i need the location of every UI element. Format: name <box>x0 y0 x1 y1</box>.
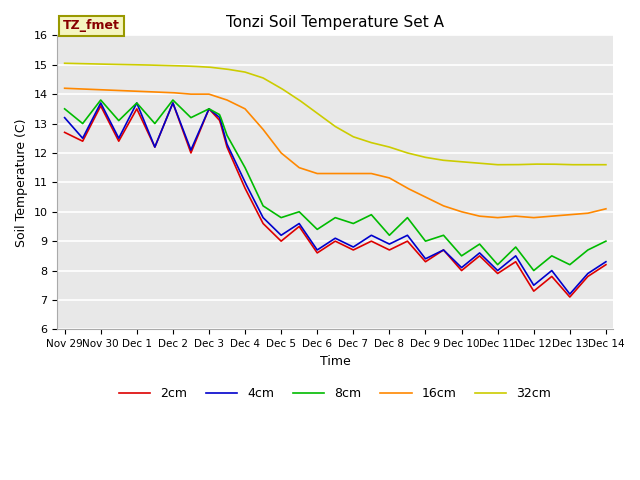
4cm <box>76 132 83 138</box>
8cm <box>388 229 396 235</box>
16cm <box>387 176 395 181</box>
Y-axis label: Soil Temperature (C): Soil Temperature (C) <box>15 118 28 247</box>
16cm <box>602 206 610 212</box>
2cm <box>61 130 68 135</box>
8cm <box>539 260 547 266</box>
2cm <box>371 240 378 245</box>
2cm <box>161 119 169 124</box>
Legend: 2cm, 4cm, 8cm, 16cm, 32cm: 2cm, 4cm, 8cm, 16cm, 32cm <box>114 383 556 406</box>
32cm <box>61 60 68 66</box>
4cm <box>401 234 408 240</box>
8cm <box>61 106 68 112</box>
8cm <box>602 238 610 244</box>
32cm <box>602 162 610 168</box>
2cm <box>538 282 545 288</box>
16cm <box>161 89 169 95</box>
4cm <box>602 259 610 264</box>
Line: 32cm: 32cm <box>65 63 606 165</box>
Text: TZ_fmet: TZ_fmet <box>63 19 120 32</box>
8cm <box>371 215 378 221</box>
Line: 16cm: 16cm <box>65 88 606 217</box>
32cm <box>399 149 407 155</box>
4cm <box>371 234 378 240</box>
32cm <box>387 144 395 150</box>
Title: Tonzi Soil Temperature Set A: Tonzi Soil Temperature Set A <box>227 15 444 30</box>
4cm <box>388 240 396 245</box>
4cm <box>538 276 545 282</box>
2cm <box>566 294 573 300</box>
16cm <box>538 214 545 220</box>
16cm <box>399 183 407 189</box>
Line: 2cm: 2cm <box>65 103 606 297</box>
X-axis label: Time: Time <box>320 355 351 368</box>
32cm <box>161 62 169 68</box>
8cm <box>530 268 538 274</box>
8cm <box>401 218 408 224</box>
8cm <box>76 118 83 124</box>
8cm <box>163 105 171 111</box>
16cm <box>61 85 68 91</box>
32cm <box>494 162 502 168</box>
32cm <box>369 140 377 146</box>
16cm <box>494 215 502 220</box>
Line: 8cm: 8cm <box>65 100 606 271</box>
2cm <box>602 262 610 267</box>
4cm <box>97 100 104 106</box>
4cm <box>566 291 573 297</box>
32cm <box>76 61 83 67</box>
16cm <box>76 86 83 92</box>
2cm <box>401 240 408 245</box>
2cm <box>76 137 83 143</box>
Line: 4cm: 4cm <box>65 103 606 294</box>
4cm <box>61 115 68 120</box>
32cm <box>538 161 545 167</box>
4cm <box>163 115 171 120</box>
2cm <box>388 246 396 252</box>
8cm <box>97 97 104 103</box>
16cm <box>369 171 377 177</box>
2cm <box>169 100 177 106</box>
